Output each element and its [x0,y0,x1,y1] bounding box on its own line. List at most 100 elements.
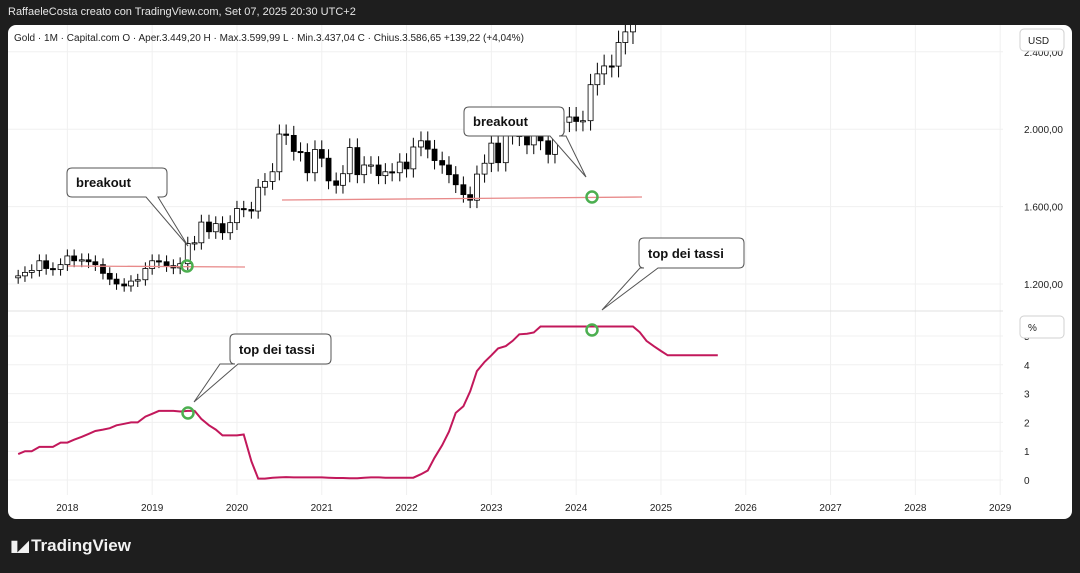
grid [8,25,1003,495]
candle-body [537,135,544,142]
candle-body [106,272,113,280]
time-axis: 2018 2019 2020 2021 2022 2023 2024 2025 2026 2027… [56,503,1011,514]
candle-body [71,255,78,262]
callout-rate-2024[interactable]: top dei tassi [601,237,745,311]
candle-body [78,259,85,262]
callout-breakout-2019[interactable]: breakout [66,167,189,247]
price-tick-label: 2.400,00 [1024,48,1063,59]
callout-text: top dei tassi [648,246,724,261]
candle-body [198,221,205,244]
candles [15,25,636,292]
resistance-line-2019 [67,265,246,268]
candle-body [340,173,346,186]
candle-body [290,134,297,152]
candle-body [100,264,106,274]
candle-body [396,161,403,174]
candle-body [28,270,35,273]
candle-body [283,133,290,136]
candle-body [50,268,56,271]
candle-body [368,164,374,167]
highlight-circle-rate-2019 [181,406,195,420]
currency-badge[interactable]: USD [1019,28,1065,52]
candle-body [580,120,586,123]
time-tick-label: 2025 [650,503,673,514]
candle-body [255,186,262,212]
candle-body [113,278,120,285]
tradingview-logo-icon: ▮◢ [10,538,29,555]
candle-body [121,283,128,287]
callout-rate-2019[interactable]: top dei tassi [193,333,332,403]
candle-body [304,152,311,174]
candle-body [206,221,212,233]
candle-body [227,222,234,234]
candle-body [212,223,219,233]
candle-body [22,271,28,277]
candle-body [608,65,615,68]
candle-body [149,260,156,269]
rate-line [17,325,718,480]
candle-body [184,243,191,265]
callout-breakout-2024[interactable]: breakout [463,106,587,178]
candle-body [354,147,361,176]
candle-body [43,260,50,269]
candle-body [156,260,162,263]
candle-body [346,147,353,175]
candle-body [269,171,276,182]
candle-body [467,194,474,201]
callout-text: top dei tassi [239,342,315,357]
svg-text:%: % [1028,323,1037,334]
candle-body [630,25,636,33]
candle-body [234,208,240,224]
candle-body [142,268,149,281]
candle-body [502,134,509,164]
candle-body [403,161,410,170]
rate-tick-label: 0 [1024,476,1030,487]
time-tick-label: 2027 [819,503,842,514]
candle-body [524,136,530,146]
candle-body [191,242,198,245]
candle-body [57,264,64,270]
candle-body [262,181,268,188]
price-tick-label: 1.200,00 [1024,280,1063,291]
candle-body [361,164,368,176]
candle-body [622,31,629,43]
rate-tick-label: 2 [1024,418,1030,429]
time-tick-label: 2018 [56,503,79,514]
candle-body [488,142,495,164]
time-tick-label: 2024 [565,503,588,514]
candle-body [601,65,608,75]
candle-body [545,140,552,155]
candle-body [219,223,226,234]
legend-text: Gold · 1M · Capital.com O · Aper.3.449,2… [14,33,524,44]
chart-canvas[interactable]: 1.200,001.600,002.000,002.400,002.800,00… [8,25,1072,519]
chart-header: RaffaeleCosta creato con TradingView.com… [8,6,356,18]
candle-body [566,116,573,123]
candle-body [64,255,71,266]
candle-body [587,84,594,122]
rate-tick-label: 4 [1024,361,1030,372]
candle-body [276,133,283,173]
highlight-circle-breakout-2024 [585,190,599,204]
candle-body [318,149,325,159]
candle-body [615,42,622,67]
candle-body [85,259,92,263]
rate-tick-label: 3 [1024,390,1030,401]
svg-text:USD: USD [1028,36,1049,47]
tradingview-logo[interactable]: ▮◢ TradingView [10,536,131,556]
brand-name: TradingView [31,536,131,555]
candle-body [297,151,304,154]
resistance-line-2024 [281,196,643,201]
candle-body [495,142,502,164]
candle-body [460,184,467,196]
time-tick-label: 2021 [311,503,334,514]
time-tick-label: 2019 [141,503,164,514]
candle-body [410,146,417,170]
chart-panel[interactable]: 1.200,001.600,002.000,002.400,002.800,00… [8,25,1072,519]
candle-body [163,261,170,267]
candle-body [452,174,459,186]
candle-body [446,164,452,176]
candle-body [312,149,318,174]
percent-badge[interactable]: % [1019,315,1065,339]
price-tick-label: 1.600,00 [1024,203,1063,214]
time-tick-label: 2020 [226,503,249,514]
